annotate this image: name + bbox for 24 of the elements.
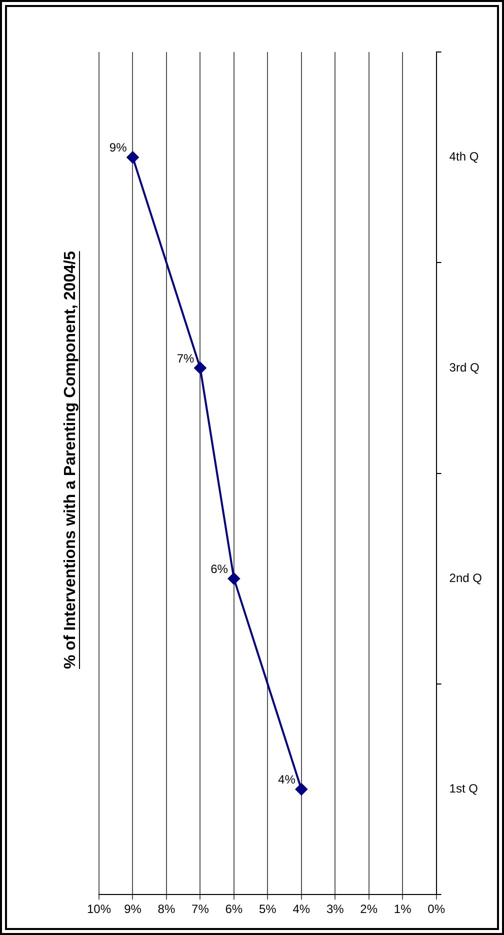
point [228,572,240,585]
x-tick-label: 7% [192,902,210,916]
x-tick-label: 9% [124,902,142,916]
point [126,151,139,164]
x-tick-label: 5% [258,902,277,916]
x-tick-label: 1% [394,902,412,916]
x-tick-label: 2% [360,902,378,916]
x-tick-label: 10% [86,902,112,916]
x-tick-label: 3% [326,902,344,916]
y-tick-label: 2nd Q [449,570,482,585]
x-tick-label: 4% [292,902,310,916]
data-label: 9% [109,140,128,155]
x-tick-label: 6% [225,902,243,916]
point [295,783,308,796]
point [194,362,206,374]
text: % of Interventions with a Parenting Component, 2004/5 [62,250,80,671]
data-label: 7% [176,351,195,366]
y-tick-label: 4th Q [449,150,479,164]
data-label: 6% [210,562,228,576]
y-tick-label: 1st Q [449,782,478,796]
data-label: 4% [278,772,296,787]
x-tick-label: 8% [158,902,176,916]
y-tick-label: 3rd Q [449,360,480,374]
x-tick-label: 0% [428,902,446,916]
